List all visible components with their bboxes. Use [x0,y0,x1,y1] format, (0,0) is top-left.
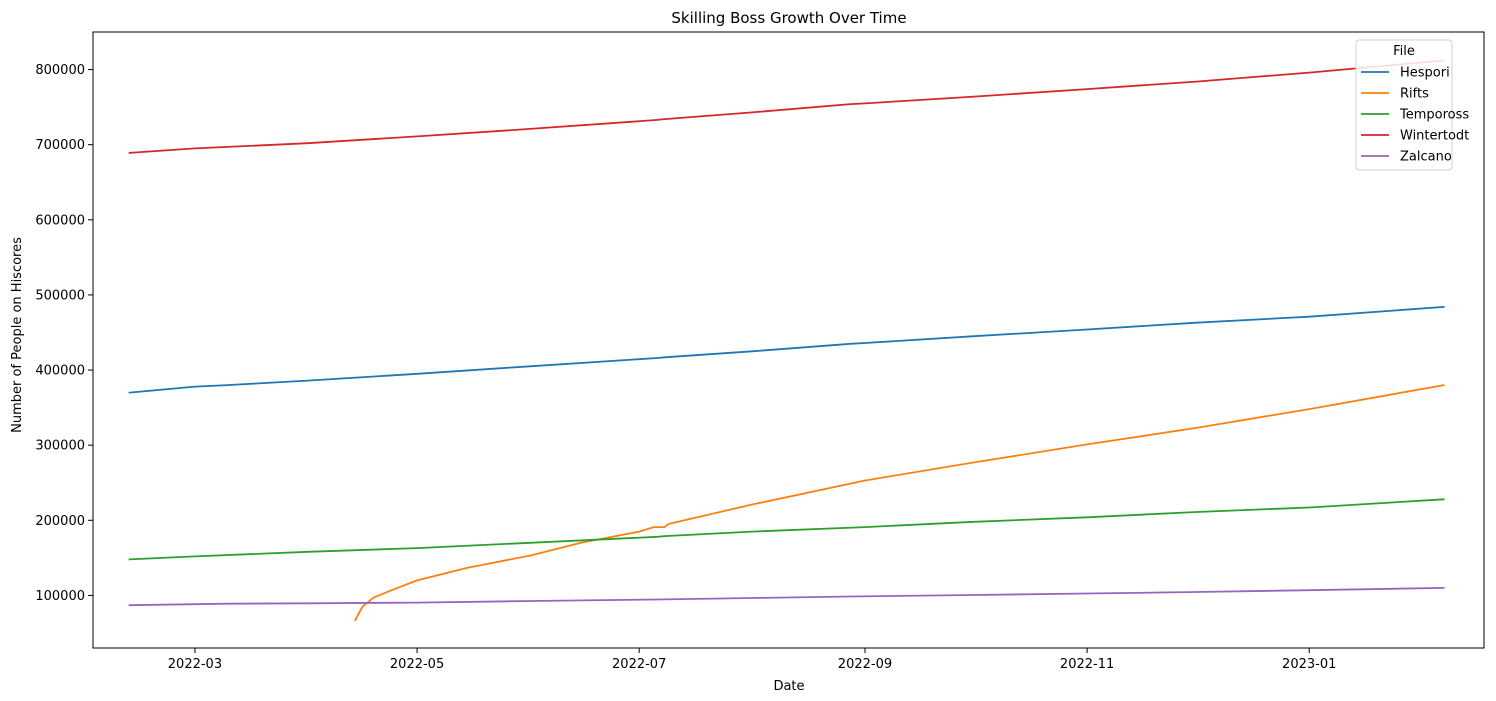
x-tick-label: 2023-01 [1282,657,1336,672]
y-tick-label: 300000 [35,439,85,454]
legend-item-tempoross: Tempoross [1361,108,1469,123]
legend-label: Wintertodt [1400,129,1469,144]
legend-items: Hespori Rifts Tempoross Wintertodt Zalcano [1361,66,1469,165]
y-tick-label: 100000 [35,589,85,604]
y-tick-label: 200000 [35,514,85,529]
x-tick-label: 2022-11 [1060,657,1114,672]
y-tick-label: 700000 [35,138,85,153]
legend-label: Zalcano [1400,150,1452,165]
series-line-rifts [354,384,1445,622]
legend-item-rifts: Rifts [1361,87,1429,102]
y-axis: 100000 200000 300000 400000 500000 600000 7000… [35,63,93,604]
x-axis-label: Date [773,679,804,694]
y-tick-label: 500000 [35,288,85,303]
y-axis-label: Number of People on Hiscores [10,237,25,433]
y-tick-label: 400000 [35,364,85,379]
x-tick-label: 2022-03 [168,657,222,672]
legend-label: Rifts [1400,87,1429,102]
y-tick-label: 800000 [35,63,85,78]
y-tick-label: 600000 [35,213,85,228]
legend-label: Hespori [1400,66,1450,81]
x-tick-label: 2022-05 [390,657,444,672]
plot-frame [92,31,1485,649]
legend-label: Tempoross [1399,108,1469,123]
x-axis: 2022-03 2022-05 2022-07 2022-09 2022-11 2023-… [168,648,1336,672]
legend-item-wintertodt: Wintertodt [1361,129,1469,144]
series-line-zalcano [128,587,1445,607]
series-line-wintertodt [128,59,1445,154]
plot-area [92,31,1485,649]
chart-title: Skilling Boss Growth Over Time [671,9,906,27]
legend: File Hespori Rifts Tempoross Wintertodt Zalc… [1355,39,1469,171]
legend-title: File [1393,44,1415,59]
series-line-hespori [128,305,1445,394]
x-tick-label: 2022-07 [612,657,666,672]
x-tick-label: 2022-09 [838,657,892,672]
legend-item-hespori: Hespori [1361,66,1450,81]
series-layer [128,59,1445,622]
series-line-tempoross [128,498,1445,561]
legend-item-zalcano: Zalcano [1361,150,1452,165]
